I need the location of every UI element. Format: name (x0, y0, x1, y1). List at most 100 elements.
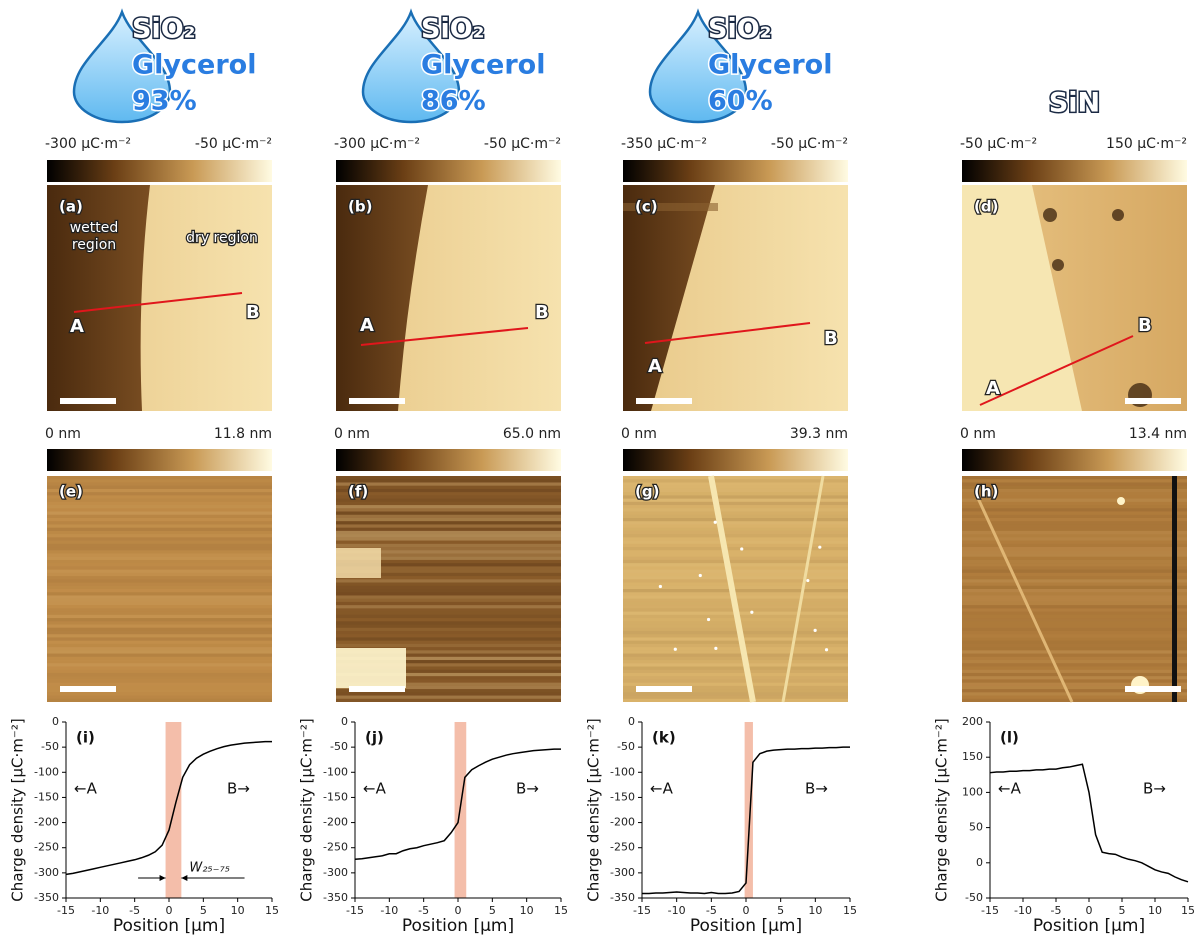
x-tick-label: 10 (1148, 904, 1162, 917)
colorbar-max: 39.3 nm (790, 426, 848, 442)
scan-line (336, 692, 561, 695)
x-tick-label: 10 (520, 904, 534, 917)
side-label: ←A (998, 779, 1022, 797)
scan-line (47, 637, 272, 640)
scan-line (962, 576, 1187, 579)
side-label: ←A (363, 779, 387, 797)
scan-line (336, 625, 561, 628)
colorbar-max: -50 μC·m⁻² (195, 136, 272, 152)
y-tick-label: 0 (341, 715, 348, 728)
scan-line (962, 502, 1187, 505)
scan-line (47, 576, 272, 579)
scan-line (623, 586, 848, 589)
y-tick-label: -200 (323, 816, 348, 829)
scan-line (47, 634, 272, 637)
height-image (623, 476, 848, 702)
colorbar-min: 0 nm (334, 426, 370, 442)
x-axis-label: Position [μm] (402, 916, 514, 936)
colorbar-max: 150 μC·m⁻² (1106, 136, 1187, 152)
point-label: B (1138, 315, 1152, 336)
panel-label: (g) (635, 483, 659, 501)
side-label: B→ (805, 779, 828, 797)
colorbar-max: 65.0 nm (503, 426, 561, 442)
scan-line (623, 541, 848, 544)
scan-line (336, 583, 561, 586)
scan-line (623, 573, 848, 576)
scan-line (623, 683, 848, 686)
scan-line (962, 657, 1187, 660)
y-tick-label: -350 (323, 891, 348, 904)
colorbar (336, 449, 561, 471)
scan-line (47, 573, 272, 576)
colorbar-max: -50 μC·m⁻² (484, 136, 561, 152)
scan-line (336, 592, 561, 595)
scan-line (623, 647, 848, 650)
side-label: B→ (227, 779, 250, 797)
header-line: 86% (421, 86, 486, 117)
scan-line (47, 541, 272, 544)
scan-line (47, 505, 272, 508)
scan-line (47, 660, 272, 663)
scan-line (336, 499, 561, 502)
scan-line (336, 605, 561, 608)
colorbar-min: 0 nm (45, 426, 81, 442)
y-tick-label: -300 (610, 866, 635, 879)
scan-line (47, 534, 272, 537)
scan-line (336, 492, 561, 495)
scan-line (47, 650, 272, 653)
scan-line (962, 508, 1187, 511)
x-tick-label: -15 (346, 904, 364, 917)
scan-line (336, 489, 561, 492)
scan-line (336, 508, 561, 511)
scan-line (962, 599, 1187, 602)
y-tick-label: -300 (34, 866, 59, 879)
scan-line (336, 589, 561, 592)
scan-line (47, 508, 272, 511)
scan-line (962, 618, 1187, 621)
scan-line (47, 641, 272, 644)
scan-line (336, 579, 561, 582)
y-tick-label: -100 (323, 765, 348, 778)
charge-image (336, 185, 561, 411)
y-tick-label: -100 (610, 765, 635, 778)
scale-bar (636, 686, 692, 692)
scan-line (336, 518, 561, 521)
colorbar-min: -50 μC·m⁻² (960, 136, 1037, 152)
scan-line (623, 560, 848, 563)
y-tick-label: -350 (610, 891, 635, 904)
scan-line (47, 692, 272, 695)
scan-line (47, 544, 272, 547)
scan-line (336, 628, 561, 631)
particle (806, 579, 809, 582)
scan-line (47, 524, 272, 527)
scan-line (336, 595, 561, 598)
scale-bar (636, 398, 692, 404)
scan-line (623, 534, 848, 537)
scan-line (336, 621, 561, 624)
scan-line (47, 608, 272, 611)
particle (714, 647, 717, 650)
x-tick-label: 15 (265, 904, 279, 917)
scan-line (623, 654, 848, 657)
scan-line (47, 476, 272, 479)
scan-line (623, 557, 848, 560)
scan-line (962, 544, 1187, 547)
arrow-head (181, 875, 187, 881)
y-tick-label: 0 (976, 856, 983, 869)
scan-line (962, 476, 1187, 479)
y-axis-label: Charge density [μC·m⁻²] (298, 718, 316, 901)
scan-line (623, 563, 848, 566)
scan-line (962, 524, 1187, 527)
scan-line (962, 602, 1187, 605)
scan-line (336, 486, 561, 489)
scan-line (962, 541, 1187, 544)
scan-line (47, 679, 272, 682)
scan-line (962, 696, 1187, 699)
scan-line (623, 650, 848, 653)
scan-line (962, 518, 1187, 521)
scan-line (623, 673, 848, 676)
scale-bar (1125, 686, 1181, 692)
panel-label: (f) (348, 483, 368, 501)
transition-band (745, 722, 753, 898)
y-tick-label: -350 (34, 891, 59, 904)
